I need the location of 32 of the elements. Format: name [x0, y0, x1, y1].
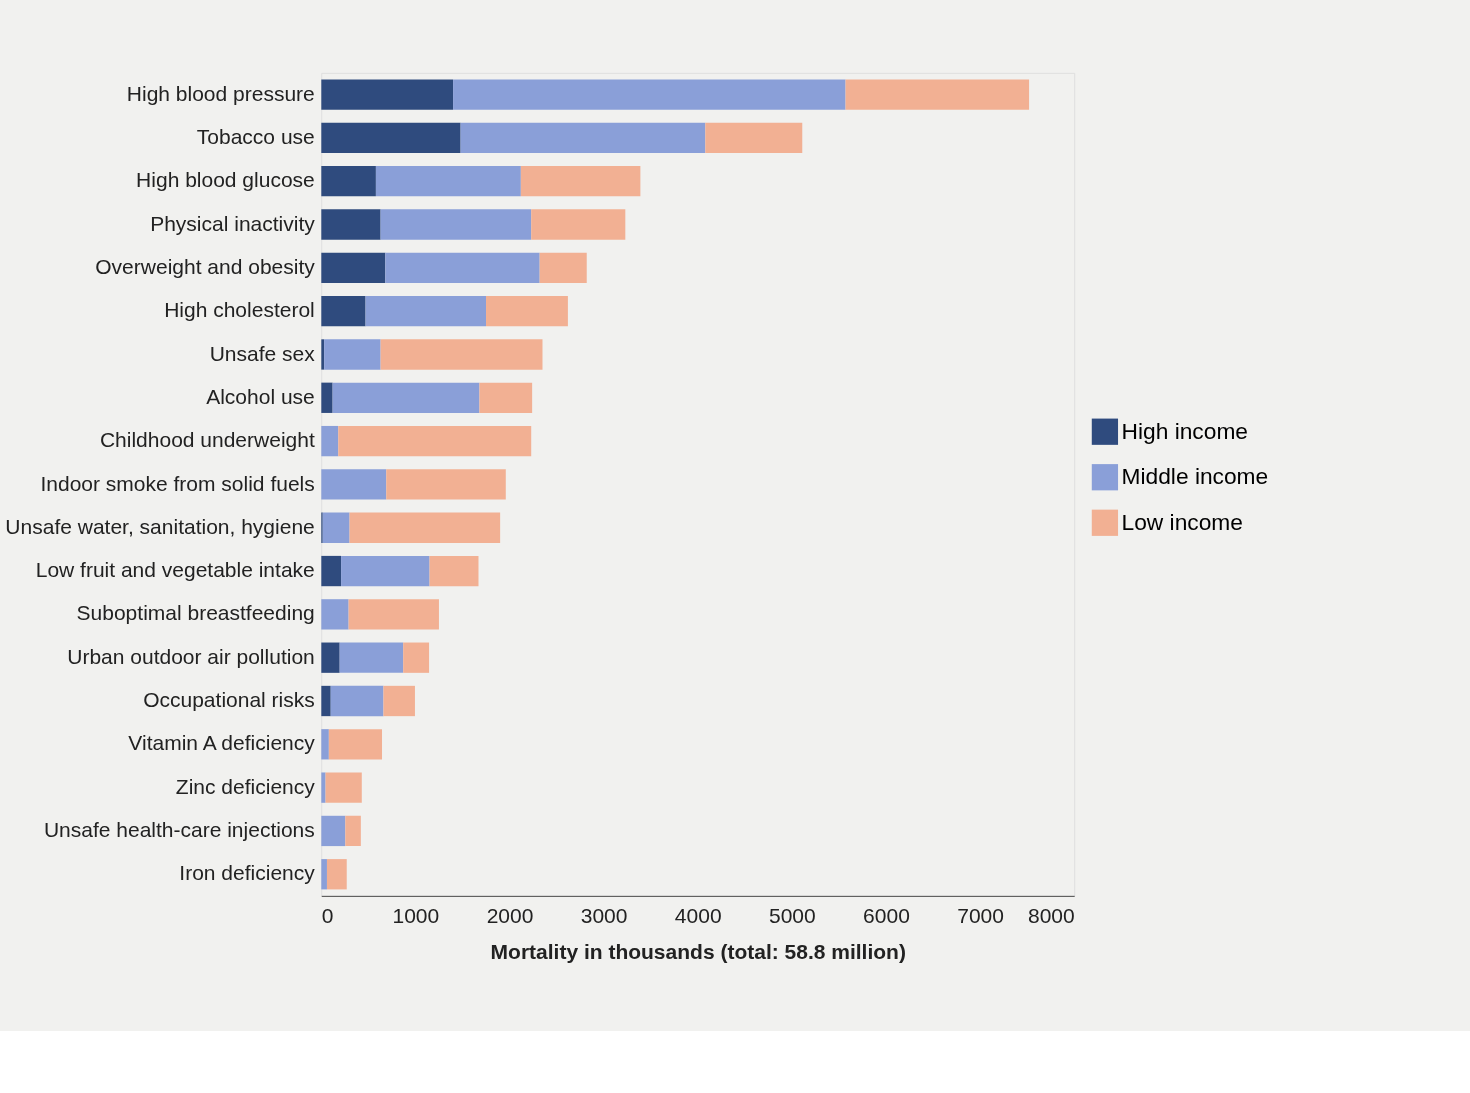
y-tick-label: Childhood underweight [99, 428, 315, 452]
y-tick-label: Unsafe water, sanitation, hygiene [5, 514, 315, 538]
x-tick-label: 4000 [674, 904, 722, 928]
x-tick-label: 3000 [580, 904, 628, 928]
x-tick-label: 6000 [863, 904, 910, 928]
y-tick-label: Zinc deficiency [175, 774, 316, 798]
y-tick-label: Low fruit and vegetable intake [35, 558, 315, 582]
y-tick-label: Unsafe sex [209, 341, 316, 365]
y-tick-label: Tobacco use [196, 125, 315, 149]
y-tick-label: High blood glucose [136, 168, 315, 192]
x-tick-label: 2000 [486, 904, 534, 928]
y-tick-label: Urban outdoor air pollution [67, 644, 315, 668]
legend-label: High income [1121, 417, 1248, 444]
y-tick-label: High cholesterol [164, 298, 315, 322]
x-axis-title: Mortality in thousands (total: 58.8 million) [490, 939, 906, 963]
x-tick-label: 0 [321, 904, 334, 928]
y-tick-label: Indoor smoke from solid fuels [40, 471, 315, 495]
x-tick-label: 1000 [392, 904, 440, 928]
x-tick-label: 5000 [768, 904, 816, 928]
y-tick-label: Alcohol use [206, 384, 315, 408]
y-tick-label: Iron deficiency [179, 861, 316, 885]
y-tick-label: Suboptimal breastfeeding [76, 601, 315, 625]
y-tick-label: Physical inactivity [150, 211, 316, 235]
legend-label: Middle income [1121, 463, 1269, 490]
y-tick-label: High blood pressure [126, 81, 315, 105]
y-tick-label: Vitamin A deficiency [128, 731, 316, 755]
y-tick-label: Occupational risks [143, 688, 315, 712]
y-tick-label: Unsafe health-care injections [43, 818, 315, 842]
x-tick-label: 8000 [1027, 904, 1075, 928]
y-tick-label: Overweight and obesity [95, 254, 316, 278]
legend-label: Low income [1121, 508, 1243, 535]
x-tick-label: 7000 [957, 904, 1004, 928]
